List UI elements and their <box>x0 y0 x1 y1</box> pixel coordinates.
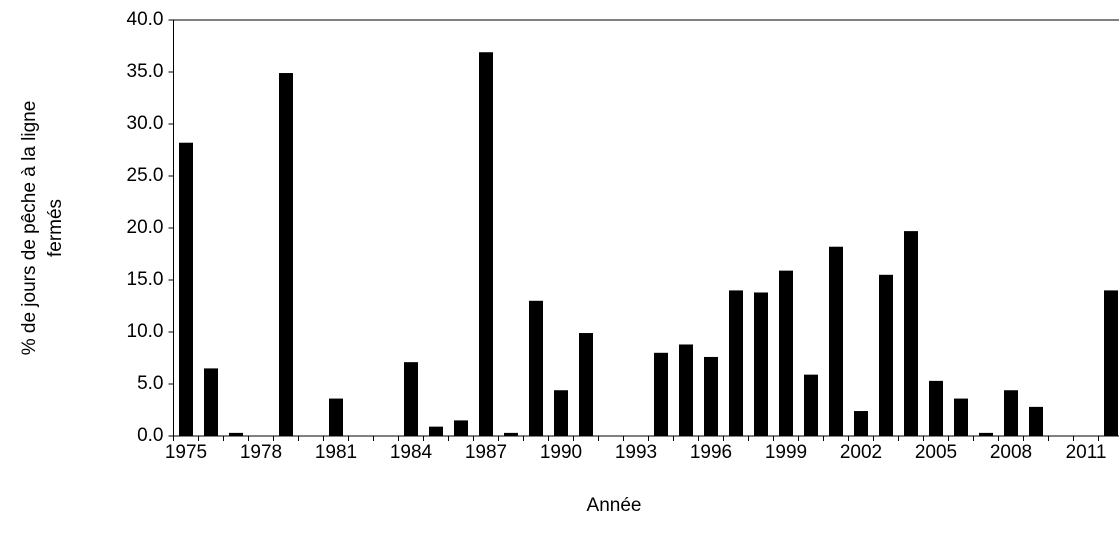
bar <box>529 300 543 436</box>
bar <box>679 344 693 436</box>
y-axis-title: % de jours de pêche à la ligne <box>19 101 40 356</box>
bar <box>854 411 868 436</box>
bar <box>704 356 718 436</box>
x-tick-label: 1984 <box>390 442 433 463</box>
bar <box>1104 290 1118 436</box>
y-tick-label: 35.0 <box>127 61 164 82</box>
bar <box>904 231 918 436</box>
bar <box>554 390 568 436</box>
x-tick-label: 1993 <box>615 442 657 463</box>
bar <box>779 270 793 436</box>
y-axis-title: fermés <box>45 199 66 257</box>
x-tick-label: 2008 <box>990 442 1032 463</box>
y-tick-label: 30.0 <box>127 113 164 134</box>
x-tick-label: 1981 <box>315 442 357 463</box>
bar <box>879 274 893 436</box>
bar <box>504 432 518 436</box>
x-axis-title: Année <box>587 495 642 516</box>
bar <box>829 246 843 436</box>
y-tick-label: 0.0 <box>137 425 163 446</box>
x-tick-label: 1978 <box>240 442 282 463</box>
bar <box>654 352 668 436</box>
x-tick-label: 1987 <box>465 442 507 463</box>
bar <box>204 368 218 436</box>
y-tick-label: 40.0 <box>127 9 164 30</box>
x-tick-label: 2011 <box>1066 442 1107 463</box>
bar <box>579 333 593 436</box>
bar <box>729 290 743 436</box>
y-tick-label: 20.0 <box>127 217 164 238</box>
bar <box>929 380 943 436</box>
y-tick-label: 15.0 <box>127 269 164 290</box>
bar <box>179 142 193 436</box>
y-tick-label: 5.0 <box>137 373 163 394</box>
bar <box>429 426 443 436</box>
bar <box>754 292 768 436</box>
bar <box>404 362 418 436</box>
bar <box>954 398 968 436</box>
bar <box>479 52 493 437</box>
bar <box>229 432 243 436</box>
x-tick-label: 1999 <box>765 442 807 463</box>
x-tick-label: 2005 <box>915 442 957 463</box>
x-tick-label: 1990 <box>540 442 582 463</box>
bar <box>329 398 343 436</box>
bar <box>804 374 818 436</box>
bar <box>279 73 293 436</box>
bar <box>454 420 468 436</box>
x-tick-label: 1975 <box>165 442 207 463</box>
y-tick-label: 10.0 <box>127 321 164 342</box>
x-tick-label: 2002 <box>840 442 882 463</box>
bar <box>1004 390 1018 436</box>
y-tick-label: 25.0 <box>127 165 164 186</box>
bar <box>979 432 993 436</box>
x-tick-label: 1996 <box>690 442 732 463</box>
bar <box>1029 406 1043 436</box>
